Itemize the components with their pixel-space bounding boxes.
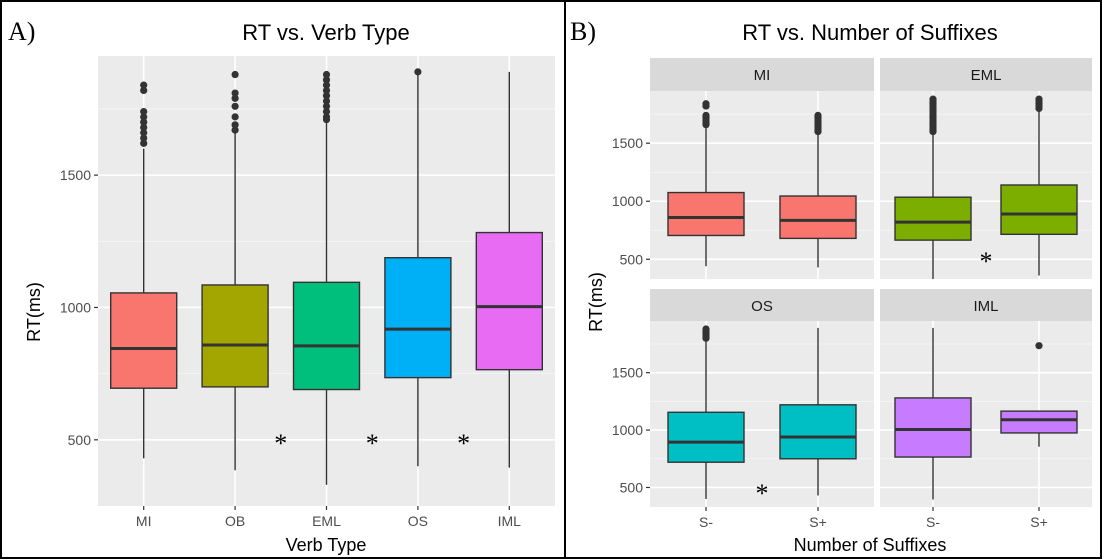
chart-b-MI-ytick-label: 1000 (612, 193, 643, 209)
chart-b-OS-xtick-label: S+ (809, 514, 827, 530)
chart-a-ytick-label: 500 (68, 432, 92, 448)
chart-b-MI-plot-bg (650, 91, 874, 279)
facet-strip-IML (880, 289, 1092, 321)
chart-a-ylabel: RT(ms) (24, 282, 44, 342)
facet-strip-MI (650, 58, 874, 91)
chart-a-outlier-point (322, 113, 331, 121)
chart-a-outlier-point (140, 139, 148, 147)
chart-a-outlier-point (231, 70, 239, 79)
chart-a-box-OS (384, 257, 452, 379)
chart-a-xtick-label: MI (136, 513, 152, 529)
chart-b-EML-outlier-point (929, 95, 937, 103)
chart-a-outlier-point (322, 92, 331, 100)
chart-a-outlier-point (231, 121, 239, 129)
chart-b-MI-box-S- (667, 191, 745, 237)
facet-strip-OS (650, 289, 874, 321)
chart-a-ytick-label: 1000 (60, 299, 91, 315)
chart-a-outlier-point (322, 102, 331, 110)
chart-a-outlier-point (140, 134, 148, 142)
chart-b-OS-ytick-label: 1000 (612, 422, 643, 438)
chart-b-EML-significance-star: * (980, 247, 993, 276)
chart-b-OS-ytick-label: 1500 (612, 365, 643, 381)
chart-b-svg: B) RT vs. Number of Suffixes Number of S… (570, 17, 1092, 555)
chart-b-IML-outlier-point (1035, 342, 1043, 350)
chart-b-IML-box-S- (894, 397, 972, 458)
chart-a-xtick-label: OS (408, 513, 428, 529)
facet-strip-EML (880, 58, 1092, 91)
chart-b-OS-outlier-point (702, 325, 710, 333)
chart-a-outlier-point (231, 94, 239, 102)
chart-a-outlier-point (322, 76, 331, 84)
chart-b-MI-box-S+ (779, 195, 857, 240)
chart-b-OS-significance-star: * (756, 479, 769, 508)
panel-b-letter: B) (570, 17, 596, 46)
chart-a-box-OB (201, 284, 269, 388)
chart-b-xlabel: Number of Suffixes (794, 535, 947, 555)
chart-b-MI-outlier-point (814, 111, 822, 119)
chart-a-significance-star: * (274, 429, 287, 458)
chart-a-box-MI (109, 292, 178, 389)
chart-a-title: RT vs. Verb Type (242, 20, 410, 45)
chart-b-OS-xtick-label: S- (699, 514, 713, 530)
chart-b-OS-ytick-label: 500 (620, 479, 644, 495)
chart-b-OS-box-S+ (779, 404, 857, 460)
chart-a-significance-star: * (366, 429, 379, 458)
chart-a-xtick-label: IML (498, 513, 522, 529)
chart-b-EML-outlier-point (1035, 95, 1043, 103)
panel-a-letter: A) (8, 17, 35, 46)
facet-strip-label-OS: OS (751, 298, 773, 315)
chart-a-outlier-point (140, 129, 148, 137)
chart-a-box-EML (292, 281, 361, 391)
chart-b-EML-box-S+ (1000, 184, 1078, 236)
chart-a-outlier-point (140, 123, 148, 132)
chart-b-MI-outlier-point (702, 111, 710, 119)
chart-a-outlier-point (231, 102, 239, 110)
chart-b-EML-box-S- (894, 196, 972, 241)
chart-a-outlier-point (322, 86, 331, 95)
chart-b-MI-outlier-point (702, 100, 710, 108)
chart-a-outlier-point (231, 126, 239, 134)
panel-b: B) RT vs. Number of Suffixes Number of S… (564, 0, 1102, 559)
chart-b-ylabel: RT(ms) (586, 272, 606, 332)
chart-b-title: RT vs. Number of Suffixes (742, 20, 998, 45)
chart-a-outlier-point (140, 113, 148, 121)
chart-b-IML-box-S+ (1000, 410, 1078, 434)
chart-a-outlier-point (322, 81, 331, 89)
chart-a-outlier-point (322, 97, 331, 105)
facet-strip-label-MI: MI (754, 67, 771, 84)
facet-strip-label-EML: EML (971, 67, 1002, 84)
chart-a-outlier-point (140, 81, 148, 89)
chart-a-xtick-label: EML (312, 513, 341, 529)
chart-b-MI-ytick-label: 500 (620, 251, 644, 267)
chart-a-outlier-point (140, 86, 148, 95)
panel-a: A) RT vs. Verb Type Verb Type RT(ms) * * *… (0, 0, 566, 559)
chart-a-box-IML (475, 231, 543, 371)
chart-a-outlier-point (140, 107, 148, 116)
chart-b-MI-ytick-label: 1500 (612, 135, 643, 151)
chart-b-IML-xtick-label: S- (926, 514, 940, 530)
chart-a-outlier-point (414, 68, 422, 76)
chart-a-xlabel: Verb Type (286, 535, 367, 555)
chart-a-outlier-point (322, 70, 331, 79)
chart-a-ytick-label: 1500 (60, 167, 91, 183)
chart-a-significance-star: * (457, 429, 470, 458)
chart-a-outlier-point (140, 118, 148, 126)
chart-a-outlier-point (231, 89, 239, 97)
chart-b-IML-xtick-label: S+ (1030, 514, 1048, 530)
chart-a-svg: A) RT vs. Verb Type Verb Type RT(ms) * * *… (8, 17, 555, 555)
chart-b-OS-box-S- (667, 411, 745, 463)
chart-a-outlier-point (231, 113, 239, 121)
chart-a-xtick-label: OB (225, 513, 245, 529)
facet-strip-label-IML: IML (973, 298, 998, 315)
chart-a-outlier-point (322, 107, 331, 116)
